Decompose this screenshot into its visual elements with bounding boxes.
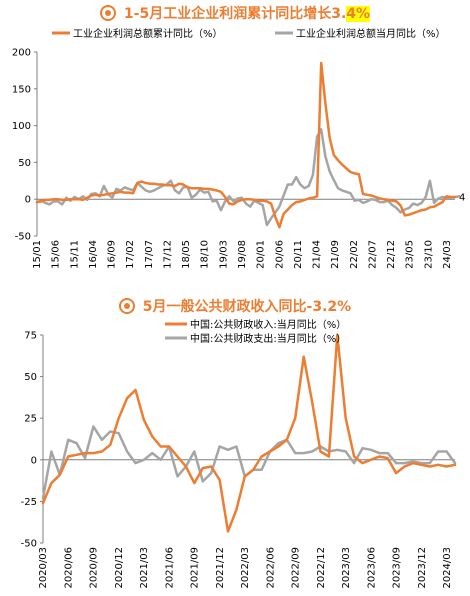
chart1-x-tick-label: 16/04 [88,240,99,269]
chart1-title-text: 1-5月工业企业利润累计同比增长3. [123,6,347,22]
chart2-title: 5月一般公共财政收入同比-3.2% [0,296,470,316]
chart2-title-text: 5月一般公共财政收入同比-3.2% [142,299,352,315]
chart1-x-tick-label: 19/03 [218,240,229,269]
chart1-x-tick-label: 22/07 [367,240,378,269]
chart2-series-line-1 [41,333,457,533]
chart1-x-tick-label: 18/10 [200,240,211,269]
chart2-y-tick-label: 25 [24,414,37,425]
chart1-x-tick-label: 22/12 [386,240,397,269]
chart1-end-value-label: 4 [459,192,465,203]
chart2-x-tick-label: 2022/03 [240,547,251,589]
chart1-y-tick-label: 50 [18,158,31,169]
chart1-y-tick-label: 0 [25,195,31,206]
chart1-x-tick-label: 20/06 [274,240,285,269]
chart1-x-tick-label: 23/05 [405,240,416,269]
chart2-x-tick-label: 2020/03 [38,547,49,589]
chart1-y-tick-label: 100 [12,121,31,132]
chart2-legend-label: 中国:公共财政收入:当月同比（%） [190,318,346,331]
chart2-x-tick-label: 2022/12 [316,547,327,589]
chart2-x-tick-label: 2023/09 [392,547,403,589]
target-bullet-icon [99,5,116,21]
chart1-x-tick-label: 22/02 [349,240,360,269]
chart1-x-tick-label: 18/05 [181,240,192,269]
chart1-x-tick-label: 20/01 [256,240,267,269]
chart1-x-tick-label: 15/11 [69,240,80,269]
chart2-x-tick-label: 2024/03 [442,547,453,589]
chart2-x-tick-label: 2020/09 [89,547,100,589]
chart2-series-line-2 [41,425,457,500]
chart2-y-tick-label: 0 [31,455,37,466]
chart1-x-tick-label: 17/07 [144,240,155,269]
chart1-x-tick-label: 21/04 [312,240,323,269]
chart1-legend-label: 工业企业利润总额累计同比（%） [73,27,223,40]
chart2-x-tick-label: 2023/03 [341,547,352,589]
chart1-x-tick-label: 17/12 [162,240,173,269]
target-bullet-icon [118,298,135,314]
chart2-y-tick-label: 50 [24,372,37,383]
chart2-y-tick-label: -50 [21,539,37,550]
chart1-series-line-2 [35,128,461,227]
chart1-x-tick-label: 15/01 [32,240,43,269]
chart1-x-tick-label: 19/08 [237,240,248,269]
chart2-x-tick-label: 2022/06 [265,547,276,589]
chart1-y-tick-label: 200 [12,48,31,59]
chart1-title-highlight: 4% [346,6,371,22]
chart2-x-tick-label: 2021/06 [164,547,175,589]
chart2-x-tick-label: 2020/06 [63,547,74,589]
chart2-legend-label: 中国:公共财政支出:当月同比（%） [190,332,346,345]
chart2-x-tick-label: 2023/12 [417,547,428,589]
chart1-x-tick-label: 15/06 [51,240,62,269]
chart2-x-tick-label: 2021/09 [190,547,201,589]
chart1-x-tick-label: 16/09 [107,240,118,269]
chart2-x-tick-label: 2020/12 [114,547,125,589]
chart1-title: 1-5月工业企业利润累计同比增长3.4% [0,3,470,23]
chart1-x-tick-label: 21/09 [330,240,341,269]
chart1-x-tick-label: 17/02 [125,240,136,269]
chart2-y-tick-label: 75 [24,331,37,342]
chart1-legend-label: 工业企业利润总额当月同比（%） [296,27,446,40]
chart2-x-tick-label: 2021/03 [139,547,150,589]
chart1-x-tick-label: 24/03 [442,240,453,269]
chart2-x-tick-label: 2021/12 [215,547,226,589]
chart1-series-line-1 [35,61,457,229]
chart2-x-tick-label: 2022/09 [291,547,302,589]
chart1-x-tick-label: 23/10 [423,240,434,269]
chart2-x-tick-label: 2023/06 [366,547,377,589]
chart1-y-tick-label: -50 [15,232,31,243]
chart2-y-tick-label: -25 [21,497,37,508]
chart1-y-tick-label: 150 [12,84,31,95]
chart1-x-tick-label: 20/11 [293,240,304,269]
